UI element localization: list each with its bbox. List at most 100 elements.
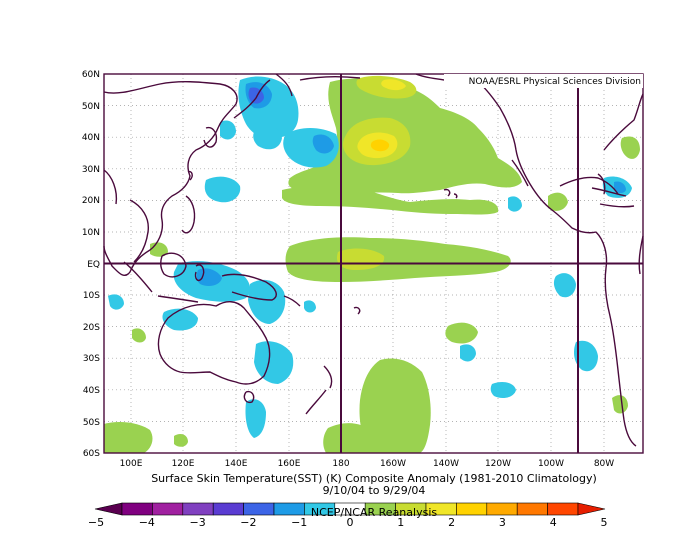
colorbar-tick-label: 0	[347, 516, 354, 529]
lat-label: 50S	[83, 418, 100, 428]
coastline-solomons	[283, 295, 301, 307]
coastline-gulf-coast	[559, 176, 619, 195]
coastline-aleutians	[299, 75, 361, 81]
warm-anomaly-south-pacific	[359, 358, 431, 453]
warm-anomaly-southern-ocean-small	[174, 434, 188, 447]
colorbar	[94, 502, 606, 516]
map-frame	[103, 73, 644, 454]
cool-anomaly-east-pacific-5s	[553, 273, 576, 298]
warm-anomaly-south-america-west	[612, 395, 628, 414]
lon-label: 100W	[538, 459, 564, 469]
lon-label: 140E	[225, 459, 248, 469]
coastlines	[103, 73, 644, 447]
lon-label: 160E	[278, 459, 301, 469]
colorbar-tick-label: −1	[291, 516, 307, 529]
source-text: NCEP/NCAR Reanalysis	[311, 506, 437, 519]
cool-anomaly-coral-sea-small	[304, 300, 316, 313]
warm-anomaly-fields	[104, 75, 640, 453]
lat-label: 10S	[83, 291, 100, 301]
coastline-australia	[157, 301, 271, 385]
lat-label: 20N	[82, 196, 100, 206]
coastline-asia	[103, 81, 238, 276]
coastline-north-america	[469, 73, 597, 234]
colorbar-tick-label: −4	[139, 516, 155, 529]
cool-anomaly-west-pacific-20n	[204, 176, 241, 203]
longitude-labels: 100E 120E 140E 160E 180 160W 140W 120W 1…	[120, 459, 615, 469]
lat-label: 30S	[83, 354, 100, 364]
colorbar-swatch	[182, 502, 214, 516]
coastline-new-zealand-north	[323, 365, 333, 389]
colorbar-arrow-low	[94, 502, 123, 516]
lon-label: 120E	[172, 459, 195, 469]
colorbar-tick-label: −5	[88, 516, 104, 529]
lat-label: 50N	[82, 102, 100, 112]
warm-anomaly-equatorial-core	[336, 248, 385, 270]
cool-anomaly-gulf-inner	[614, 181, 626, 193]
colorbar-tick-label: 3	[499, 516, 506, 529]
coastline-new-guinea	[221, 273, 277, 301]
coastline-borneo	[159, 252, 187, 278]
colorbar-swatch	[547, 502, 579, 516]
lat-label: 20S	[83, 323, 100, 333]
colorbar-tick-label: 4	[550, 516, 557, 529]
colorbar-swatch	[456, 502, 488, 516]
coastline-java	[157, 295, 199, 303]
lon-label: 120W	[485, 459, 511, 469]
date-range: 9/10/04 to 9/29/04	[323, 484, 426, 497]
lat-label: 40N	[82, 133, 100, 143]
coastline-kamchatka	[275, 73, 293, 97]
warm-anomaly-south-pacific-east	[323, 423, 376, 453]
reference-lines	[104, 74, 643, 453]
colorbar-tick-label: −2	[240, 516, 256, 529]
lat-label: 10N	[82, 228, 100, 238]
colorbar-tick-label: 1	[397, 516, 404, 529]
warm-anomaly-north-top-core	[381, 79, 406, 91]
cool-anomaly-east-pacific-20n	[508, 196, 522, 212]
coastline-cuba	[591, 187, 627, 197]
lon-label: 80W	[594, 459, 614, 469]
coastline-tasmania	[243, 390, 255, 404]
lat-label: 30N	[82, 165, 100, 175]
coastline-philippines	[181, 195, 196, 234]
cool-anomaly-south-pacific-east	[574, 340, 598, 372]
colorbar-arrow-high	[577, 502, 606, 516]
coastline-east-coast	[603, 93, 644, 151]
colorbar-tick-label: 5	[601, 516, 608, 529]
cool-anomaly-indian-ocean	[108, 294, 124, 310]
warm-anomaly-atlantic	[620, 136, 640, 159]
cool-anomaly-south-pacific-center	[460, 344, 476, 362]
colorbar-swatch	[121, 502, 153, 516]
cool-anomaly-kuroshio-west	[253, 125, 282, 150]
coastline-hawaii	[443, 188, 451, 197]
coastline-baja	[511, 159, 529, 187]
colorbar-tick-labels: −5 −4 −3 −2 −1 0 1 2 3 4 5	[88, 516, 608, 529]
credit-box	[444, 74, 643, 88]
colorbar-tick-label: 2	[448, 516, 455, 529]
colorbar-swatch	[243, 502, 275, 516]
coastline-florida	[597, 173, 606, 195]
colorbar-swatch	[152, 502, 184, 516]
cool-anomaly-korea	[220, 120, 236, 140]
lon-label: 180	[332, 459, 349, 469]
warm-anomaly-north-pacific-peak	[370, 139, 390, 152]
colorbar-swatch	[486, 502, 518, 516]
coastline-fiji	[353, 306, 361, 315]
coastline-korea	[203, 126, 218, 148]
lat-label: 60N	[82, 70, 100, 80]
warm-anomaly-mexico	[548, 192, 568, 211]
colorbar-swatch	[516, 502, 548, 516]
map-title: Surface Skin Temperature(SST) (K) Compos…	[151, 472, 597, 485]
warm-anomaly-east-pacific-south	[445, 322, 478, 344]
lon-label: 160W	[380, 459, 406, 469]
coastline-india	[103, 169, 118, 205]
coastline-sulawesi	[194, 264, 205, 282]
warm-anomaly-australia-west	[132, 328, 146, 343]
coastline-caribbean	[599, 203, 635, 208]
cool-anomaly-kuroshio-inner	[312, 134, 334, 154]
colorbar-tick-label: −3	[189, 516, 205, 529]
lon-label: 140W	[433, 459, 459, 469]
lat-label: 60S	[83, 449, 100, 459]
cool-anomaly-tasman-sea	[254, 341, 294, 384]
coastline-indochina	[129, 199, 149, 263]
